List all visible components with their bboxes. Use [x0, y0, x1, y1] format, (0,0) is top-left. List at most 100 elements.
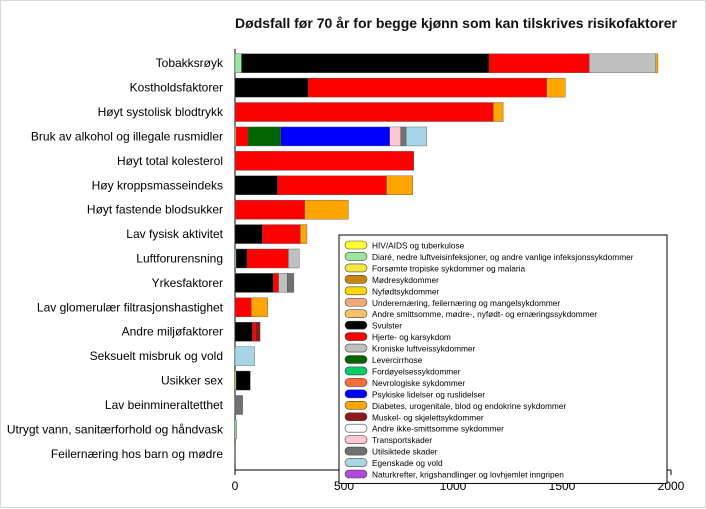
legend-label: Naturkrefter, krigshandlinger og lovhjem… — [372, 470, 564, 480]
legend-swatch — [344, 469, 368, 479]
bar-segment — [234, 53, 242, 73]
bar-segment — [234, 419, 237, 440]
bar-segment — [234, 77, 309, 98]
legend-label: Nevrologiske sykdommer — [372, 378, 465, 388]
legend-swatch — [344, 412, 368, 422]
bar-segment — [234, 395, 243, 415]
legend-swatch — [344, 320, 368, 330]
bar-segment — [307, 77, 547, 98]
legend-label: Diabetes, urogenitale, blod og endokrine… — [372, 401, 566, 411]
legend-label: Levercirrhose — [372, 355, 423, 365]
category-label: Utrygt vann, sanitærforhold og håndvask — [7, 422, 224, 436]
bar-segment — [277, 175, 387, 195]
legend-label: HIV/AIDS og tuberkulose — [372, 241, 465, 251]
category-label: Kostholdsfaktorer — [130, 81, 223, 95]
chart-title: Dødsfall før 70 år for begge kjønn som k… — [235, 15, 677, 31]
bar-segment — [386, 175, 413, 195]
legend-swatch — [344, 252, 368, 261]
bar-segment — [300, 224, 308, 244]
bar-segment — [234, 151, 414, 171]
category-label: Andre miljøfaktorer — [122, 325, 223, 339]
legend-swatch — [344, 400, 368, 410]
bar-segment — [235, 248, 248, 269]
bar-segment — [304, 199, 349, 220]
legend-label: Kroniske luftveissykdommer — [372, 344, 476, 354]
bar-segment — [546, 77, 566, 98]
category-label: Lav beinmineraltetthet — [105, 398, 224, 412]
bar-segment — [252, 322, 256, 342]
legend-label: Hjerte- og karsykdom — [372, 332, 451, 342]
bar-segment — [251, 297, 268, 318]
bar-segment — [287, 273, 295, 293]
legend-label: Nyfødtsykdommer — [372, 286, 440, 296]
bar-segment — [241, 53, 490, 73]
bar-segment — [246, 248, 289, 269]
legend-label: Muskel- og skjelettsykdommer — [372, 412, 484, 422]
bar-segment — [247, 126, 281, 147]
bar-segment — [488, 53, 590, 73]
legend-swatch — [344, 378, 368, 387]
bar-segment — [234, 224, 263, 244]
bar-segment — [272, 273, 279, 293]
legend-label: Mødresykdommer — [372, 275, 439, 285]
bar-segment — [234, 199, 305, 220]
legend-swatch — [344, 332, 368, 341]
legend-swatch — [344, 458, 368, 467]
category-label: Lav fysisk aktivitet — [126, 227, 223, 241]
legend-swatch — [344, 423, 368, 433]
legend-label: Egenskade og vold — [372, 458, 443, 468]
plot-area: 0 500 1000 1500 2000TobakksrøykKostholdsfakt… — [7, 49, 685, 493]
bar-segment — [655, 53, 659, 73]
bar-segment — [400, 126, 407, 147]
x-tick-label: 0 — [232, 479, 239, 493]
category-label: Yrkesfaktorer — [152, 276, 223, 290]
bar-segment — [234, 297, 252, 318]
bar-segment — [389, 126, 401, 147]
bar-segment — [280, 126, 390, 147]
bar-segment — [234, 175, 278, 195]
legend-label: Utilsiktede skader — [372, 447, 438, 457]
legend-swatch — [344, 309, 368, 319]
legend-swatch — [344, 435, 368, 444]
legend-swatch — [344, 355, 368, 364]
bar-segment — [235, 126, 249, 147]
bar-segment — [234, 322, 253, 342]
legend-swatch — [344, 366, 368, 376]
bar-segment — [234, 102, 494, 122]
bar-segment — [234, 273, 274, 293]
bar-segment — [288, 248, 300, 269]
legend-swatch — [344, 389, 368, 399]
category-label: Seksuelt misbruk og vold — [90, 349, 223, 363]
legend-label: Andre smittsomme, mødre-, nyfødt- og ern… — [372, 309, 597, 319]
category-label: Tobakksrøyk — [156, 56, 224, 70]
category-label: Høy kroppsmasseindeks — [92, 178, 223, 192]
legend-label: Andre ikke-smittsomme sykdommer — [372, 424, 504, 434]
bar-segment — [255, 322, 261, 342]
category-label: Usikker sex — [161, 374, 223, 388]
legend-swatch — [344, 240, 368, 250]
bar-segment — [278, 273, 288, 293]
bar-segment — [234, 444, 236, 464]
category-label: Luftforurensning — [136, 252, 223, 266]
legend-swatch — [344, 275, 368, 284]
bar-segment — [589, 53, 656, 73]
legend-swatch — [344, 286, 368, 296]
bar-segment — [262, 224, 301, 244]
bar-segment — [234, 346, 255, 366]
category-label: Feilernæring hos barn og mødre — [51, 447, 223, 461]
legend-box — [338, 234, 668, 484]
category-label: Høyt systolisk blodtrykk — [98, 105, 224, 119]
legend-swatch — [344, 297, 368, 307]
legend-swatch — [344, 343, 368, 353]
bar-segment — [405, 126, 428, 147]
category-label: Høyt fastende blodsukker — [87, 203, 223, 217]
legend-swatch — [344, 446, 368, 456]
legend-label: Transportskader — [372, 435, 432, 445]
category-label: Lav glomerulær filtrasjonshastighet — [37, 300, 224, 314]
legend-label: Psykiske lidelser og ruslidelser — [372, 389, 485, 399]
legend-swatch — [344, 263, 368, 273]
bar-segment — [235, 370, 251, 391]
legend-label: Underernæring, feilernæring og mangelsyk… — [372, 298, 560, 308]
legend-label: Forsømte tropiske sykdommer og malaria — [372, 263, 525, 273]
